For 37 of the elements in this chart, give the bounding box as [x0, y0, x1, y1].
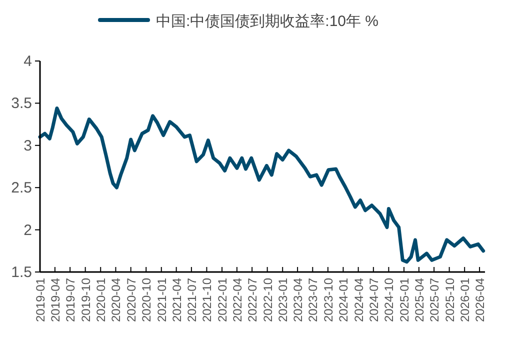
x-tick-label: 2022-01 — [215, 278, 230, 322]
y-tick-label: 3.5 — [11, 95, 32, 112]
x-tick-label: 2024-04 — [352, 278, 366, 322]
x-tick-label: 2024-07 — [366, 278, 381, 322]
x-tick-label: 2026-01 — [458, 278, 472, 322]
x-tick-label: 2026-04 — [473, 278, 488, 322]
x-tick-label: 2020-07 — [124, 278, 138, 322]
x-tick-label: 2023-01 — [276, 278, 290, 322]
x-tick-label: 2022-07 — [246, 278, 260, 322]
x-tick-label: 2025-01 — [397, 278, 412, 322]
x-tick-label: 2025-07 — [428, 278, 442, 322]
y-tick-label: 2.5 — [11, 180, 32, 197]
x-tick-label: 2021-07 — [184, 278, 199, 322]
x-tick-label: 2021-01 — [154, 278, 169, 322]
x-tick-label: 2023-07 — [306, 278, 320, 322]
x-tick-label: 2024-01 — [336, 278, 351, 322]
x-tick-label: 2020-04 — [109, 278, 124, 322]
x-tick-label: 2019-01 — [34, 278, 48, 322]
x-tick-label: 2025-04 — [412, 278, 426, 322]
x-tick-label: 2023-04 — [291, 278, 306, 322]
x-tick-label: 2025-10 — [442, 278, 457, 322]
x-tick-label: 2023-10 — [321, 278, 336, 322]
x-tick-label: 2020-10 — [140, 278, 154, 322]
x-tick-label: 2019-04 — [48, 278, 62, 322]
x-tick-label: 2020-01 — [94, 278, 108, 322]
x-tick-label: 2019-07 — [64, 278, 78, 322]
x-tick-label: 2024-10 — [382, 278, 396, 322]
x-tick-label: 2022-04 — [230, 278, 244, 322]
y-tick-label: 3 — [24, 137, 32, 154]
x-tick-label: 2021-04 — [170, 278, 184, 322]
y-tick-label: 4 — [24, 53, 32, 70]
y-tick-label: 2 — [24, 222, 32, 239]
legend-label: 中国:中债国债到期收益率:10年 % — [156, 13, 379, 30]
x-tick-label: 2021-10 — [200, 278, 214, 322]
y-tick-label: 1.5 — [11, 264, 32, 281]
x-tick-label: 2019-10 — [78, 278, 93, 322]
x-tick-label: 2022-10 — [260, 278, 275, 322]
